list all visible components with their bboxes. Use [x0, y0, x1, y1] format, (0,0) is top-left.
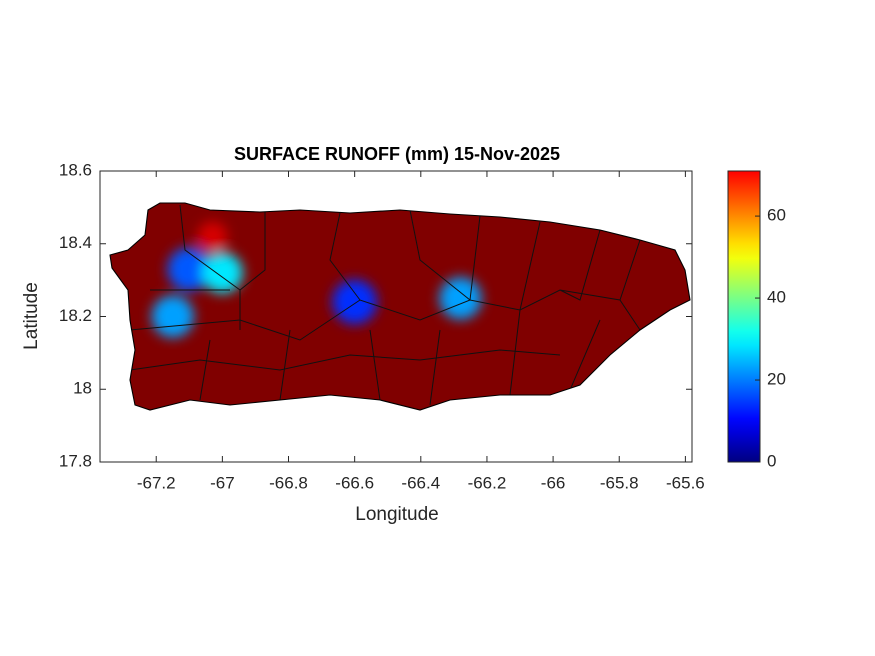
- runoff-hotspot: [332, 279, 377, 325]
- y-tick-label: 18.2: [59, 306, 92, 325]
- island: [110, 203, 690, 410]
- y-tick-label: 17.8: [59, 451, 92, 470]
- colorbar-tick-label: 0: [767, 451, 776, 470]
- y-tick-label: 18.4: [59, 233, 92, 252]
- y-axis-label: Latitude: [21, 282, 42, 350]
- x-tick-label: -67.2: [137, 473, 176, 492]
- x-axis-label: Longitude: [355, 504, 438, 525]
- x-tick-label: -66.2: [468, 473, 507, 492]
- y-tick-label: 18: [73, 379, 92, 398]
- x-tick-label: -65.8: [600, 473, 639, 492]
- coastline: [109, 202, 691, 411]
- municipal-borders: [129, 204, 641, 406]
- runoff-hotspot: [167, 247, 212, 292]
- y-tick-label: 18.6: [59, 160, 92, 179]
- runoff-hotspot: [151, 295, 194, 338]
- colorbar-tick-label: 60: [767, 206, 786, 225]
- colorbar-tick-label: 40: [767, 288, 786, 307]
- x-tick-label: -66: [541, 473, 566, 492]
- colorbar: [727, 170, 761, 463]
- runoff-hotspot: [197, 221, 228, 252]
- x-tick-label: -65.6: [666, 473, 705, 492]
- x-tick-label: -67: [210, 473, 235, 492]
- x-tick-label: -66.4: [401, 473, 440, 492]
- colorbar-tick-label: 20: [767, 370, 786, 389]
- chart-title: SURFACE RUNOFF (mm) 15-Nov-2025: [234, 144, 560, 164]
- x-tick-label: -66.8: [269, 473, 308, 492]
- x-tick-label: -66.6: [335, 473, 374, 492]
- runoff-hotspot: [201, 252, 243, 294]
- runoff-hotspot: [439, 277, 482, 320]
